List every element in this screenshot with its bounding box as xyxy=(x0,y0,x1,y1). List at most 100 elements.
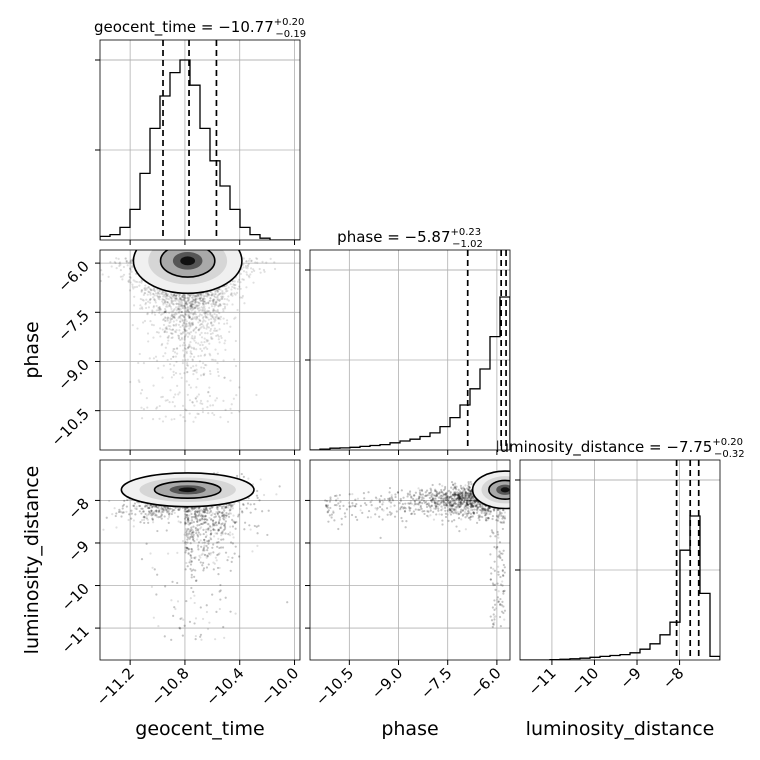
sample-point xyxy=(209,404,212,407)
sample-point xyxy=(143,516,146,519)
sample-point xyxy=(223,376,226,379)
sample-point xyxy=(179,296,182,300)
sample-point xyxy=(243,302,246,305)
sample-point xyxy=(168,509,171,512)
sample-point xyxy=(228,330,231,333)
sample-point xyxy=(233,521,237,524)
sample-point xyxy=(189,366,193,369)
sample-point xyxy=(218,510,221,513)
sample-point xyxy=(236,280,240,283)
sample-point xyxy=(164,310,167,314)
sample-point xyxy=(222,625,225,629)
sample-point xyxy=(180,310,184,313)
sample-point xyxy=(184,312,187,316)
sample-point xyxy=(189,558,192,562)
sample-point xyxy=(144,505,147,508)
sample-point xyxy=(175,297,178,300)
sample-point xyxy=(207,528,210,531)
sample-point xyxy=(172,293,176,296)
sample-point xyxy=(229,610,232,613)
sample-point xyxy=(236,308,239,312)
sample-point xyxy=(161,312,164,316)
sample-point xyxy=(188,293,191,296)
sample-point xyxy=(196,297,199,301)
sample-point xyxy=(190,521,193,524)
sample-point xyxy=(185,350,188,353)
sample-point xyxy=(196,528,199,531)
sample-point xyxy=(152,384,155,387)
sample-point xyxy=(130,517,133,520)
sample-point xyxy=(190,306,194,309)
sample-point xyxy=(192,590,195,593)
sample-point xyxy=(137,361,140,365)
sample-point xyxy=(192,294,195,297)
sample-point xyxy=(189,345,192,348)
sample-point xyxy=(184,302,188,305)
sample-point xyxy=(114,261,117,265)
sample-point xyxy=(207,527,210,530)
sample-point xyxy=(168,295,171,298)
sample-point xyxy=(198,509,201,512)
sample-point xyxy=(229,379,232,382)
sample-point xyxy=(196,377,199,381)
sample-point xyxy=(182,293,185,297)
sample-point xyxy=(205,508,208,512)
sample-point xyxy=(204,315,207,318)
sample-point xyxy=(167,510,170,513)
sample-point xyxy=(195,579,198,582)
sample-point xyxy=(237,515,240,518)
sample-point xyxy=(216,507,219,510)
sample-point xyxy=(170,302,174,305)
sample-point xyxy=(248,524,251,527)
sample-point xyxy=(186,335,190,338)
sample-point xyxy=(205,364,208,367)
sample-point xyxy=(165,294,168,297)
sample-point xyxy=(200,293,203,297)
sample-point xyxy=(216,370,220,374)
sample-point xyxy=(174,372,178,375)
sample-point xyxy=(122,265,126,269)
sample-point xyxy=(230,292,233,296)
sample-point xyxy=(163,307,167,311)
sample-point xyxy=(183,517,187,520)
sample-point xyxy=(152,521,155,524)
sample-point xyxy=(209,538,213,541)
sample-point xyxy=(234,612,237,615)
sample-point xyxy=(192,520,195,524)
sample-point xyxy=(196,306,199,310)
sample-point xyxy=(195,386,198,389)
sample-point xyxy=(148,506,151,510)
sample-point xyxy=(221,546,225,549)
sample-point xyxy=(197,513,201,517)
sample-point xyxy=(194,569,197,572)
sample-point xyxy=(195,400,199,403)
sample-point xyxy=(206,292,209,295)
sample-point xyxy=(184,311,187,314)
sample-point xyxy=(197,294,201,297)
sample-point xyxy=(154,292,157,295)
sample-point xyxy=(163,330,166,334)
sample-point xyxy=(175,360,178,364)
sample-point xyxy=(199,514,202,518)
sample-point xyxy=(168,512,172,515)
sample-point xyxy=(194,510,197,513)
sample-point xyxy=(209,533,213,536)
sample-point xyxy=(202,297,205,300)
sample-point xyxy=(197,548,200,551)
sample-point xyxy=(166,305,169,308)
sample-point xyxy=(151,504,154,507)
sample-point xyxy=(190,560,193,564)
sample-point xyxy=(210,532,213,535)
sample-point xyxy=(187,548,190,551)
sample-point xyxy=(214,290,217,294)
sample-point xyxy=(150,510,153,513)
sample-point xyxy=(186,519,190,522)
sample-point xyxy=(166,293,170,296)
sample-point xyxy=(242,502,245,506)
sample-point xyxy=(171,300,175,303)
sample-point xyxy=(169,357,173,361)
sample-point xyxy=(305,467,307,469)
sample-point xyxy=(153,568,156,571)
sample-point xyxy=(188,307,192,310)
sample-point xyxy=(216,507,219,510)
